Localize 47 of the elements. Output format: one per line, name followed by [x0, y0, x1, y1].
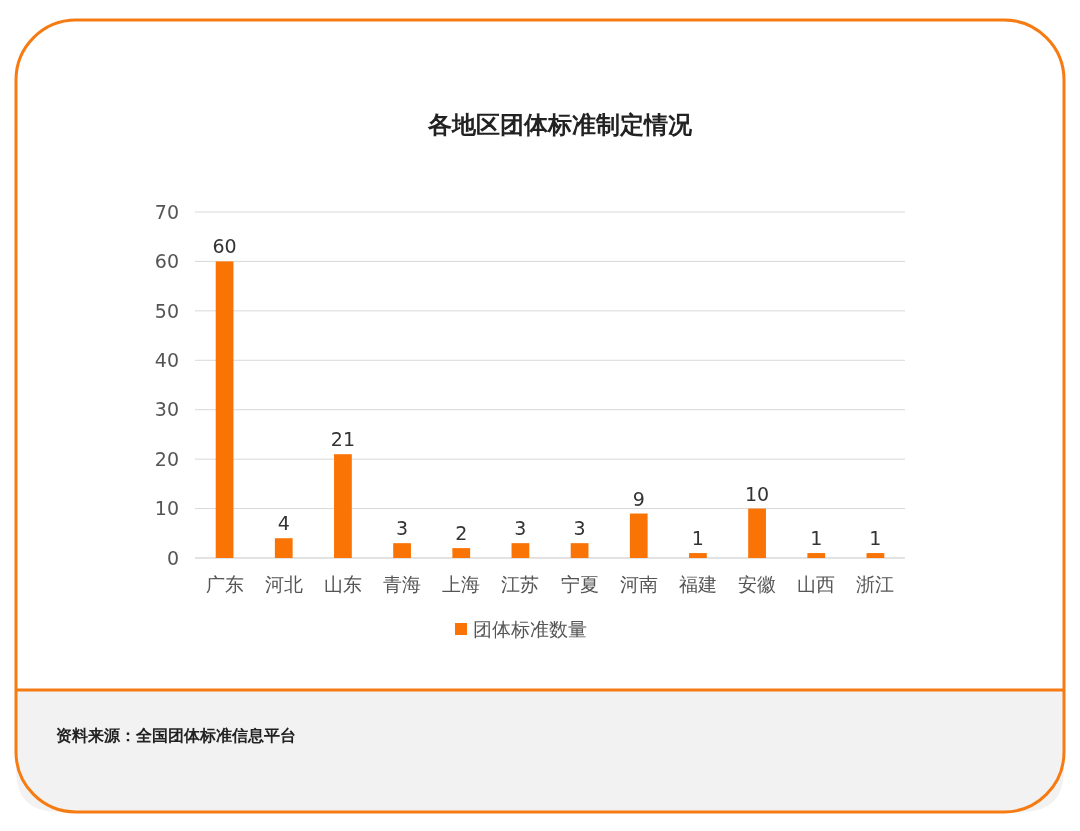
y-tick-label: 50 [154, 299, 179, 322]
bar [629, 513, 648, 558]
bar [215, 261, 234, 558]
bar [866, 553, 885, 558]
data-label: 1 [810, 527, 823, 550]
data-label: 1 [869, 527, 882, 550]
x-tick-label: 青海 [383, 573, 422, 595]
y-tick-label: 40 [154, 348, 179, 371]
x-tick-label: 广东 [205, 573, 244, 595]
bar [689, 553, 707, 558]
bar [748, 508, 766, 558]
x-tick-label: 福建 [678, 573, 717, 595]
chart-title: 各地区团体标准制定情况 [427, 111, 693, 139]
x-tick-label: 宁夏 [560, 573, 599, 595]
data-label: 21 [330, 428, 356, 451]
x-tick-label: 安徽 [738, 573, 777, 595]
data-label: 9 [632, 487, 645, 510]
y-tick-label: 10 [154, 497, 179, 520]
data-label: 3 [396, 517, 409, 540]
y-tick-label: 20 [154, 447, 179, 470]
y-tick-label: 0 [166, 546, 179, 569]
y-tick-label: 30 [154, 398, 179, 421]
bar [274, 538, 293, 558]
data-label: 1 [691, 527, 704, 550]
data-label: 10 [744, 482, 770, 505]
bar [511, 543, 530, 558]
y-tick-label: 70 [154, 200, 179, 223]
data-label: 60 [212, 235, 237, 258]
x-tick-label: 河北 [264, 573, 303, 595]
x-tick-label: 浙江 [856, 573, 895, 595]
text: 资料来源：全国团体标准信息平台 [56, 726, 296, 745]
x-tick-label: 山西 [797, 573, 836, 595]
data-label: 4 [277, 512, 290, 535]
legend-label: 团体标准数量 [473, 617, 587, 640]
data-label: 3 [514, 517, 527, 540]
y-tick-label: 60 [154, 250, 179, 273]
x-tick-label: 山东 [323, 573, 362, 595]
bar [452, 548, 471, 558]
bar [807, 553, 826, 558]
x-tick-label: 河南 [619, 573, 658, 595]
x-tick-label: 上海 [442, 573, 481, 595]
bar [334, 454, 352, 558]
data-label: 2 [455, 522, 468, 545]
bar [393, 543, 411, 558]
data-label: 3 [573, 517, 586, 540]
bar [570, 543, 589, 558]
x-tick-label: 江苏 [501, 573, 540, 595]
